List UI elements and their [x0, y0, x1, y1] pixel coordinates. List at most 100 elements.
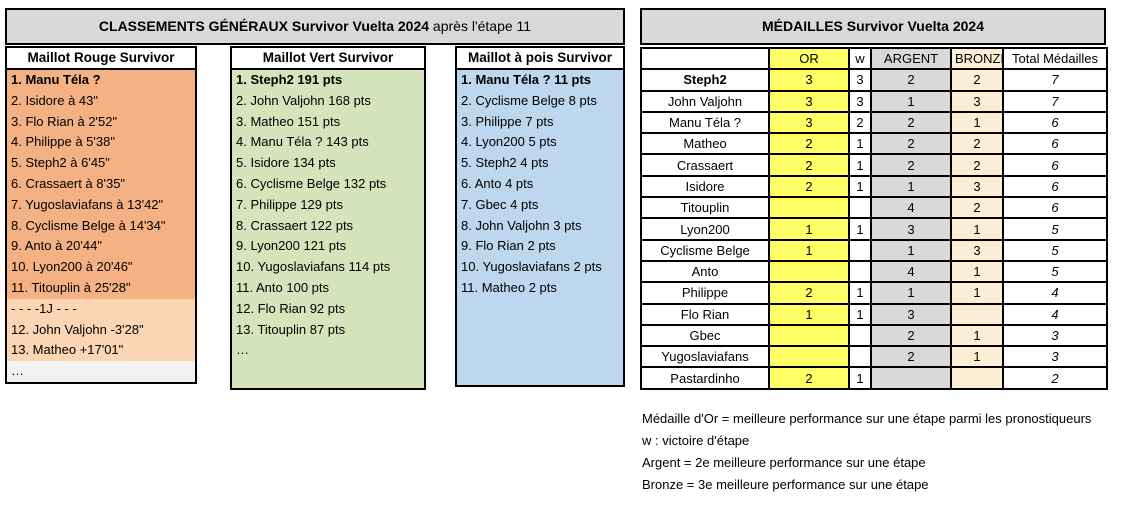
medal-cell-total: 5: [1002, 217, 1108, 241]
medal-cell-w: [848, 238, 872, 262]
ranking-row: 9. Flo Rian 2 pts: [461, 238, 556, 254]
medal-row: Crassaert 2 1 2 2 6: [640, 153, 1108, 177]
medal-cell-bronze: 2: [950, 153, 1004, 177]
medals-tbody: Steph2 3 3 2 2 7 John Valjohn 3 3 1 3 7 Manu Téla ? 3…: [640, 68, 1108, 390]
maillot-vert-body: 1. Steph2 191 pts 2. John Valjohn 168 pts…: [232, 70, 424, 388]
ranking-row: 7. Gbec 4 pts: [461, 196, 539, 212]
medal-cell-bronze: 1: [950, 281, 1004, 305]
medal-cell-w: 1: [848, 153, 872, 177]
ranking-row: 12. Flo Rian 92 pts: [236, 300, 346, 316]
medal-cell-total: 3: [1002, 323, 1108, 348]
medal-cell-total: 7: [1002, 68, 1108, 92]
medal-cell-w: [848, 323, 872, 348]
ranking-row: 1. Manu Téla ?: [11, 72, 101, 87]
medal-cell-name: Pastardinho: [640, 366, 770, 390]
ranking-row: 10. Yugoslaviafans 114 pts: [236, 259, 391, 275]
ranking-row: 2. Isidore à 43": [11, 92, 99, 108]
ranking-row: - - - -1J - - -: [7, 298, 195, 320]
medal-cell-total: 6: [1002, 196, 1108, 220]
medal-row: Gbec 2 1 3: [640, 323, 1108, 348]
medal-cell-total: 4: [1002, 302, 1108, 326]
medals-section: MÉDAILLES Survivor Vuelta 2024 OR w ARGE…: [640, 8, 1108, 390]
medal-cell-total: 7: [1002, 89, 1108, 113]
medal-cell-total: 6: [1002, 153, 1108, 177]
medal-cell-or: 2: [768, 174, 850, 199]
medal-cell-name: Crassaert: [640, 153, 770, 177]
medal-cell-or: 1: [768, 217, 850, 241]
medal-cell-bronze: 1: [950, 110, 1004, 135]
medals-col-argent: ARGENT: [870, 46, 952, 71]
medal-cell-w: 2: [848, 110, 872, 135]
medal-cell-argent: 1: [870, 238, 952, 262]
medal-cell-name: Titouplin: [640, 196, 770, 220]
medal-cell-name: Gbec: [640, 323, 770, 348]
ranking-row: 10. Lyon200 à 20'46": [11, 259, 133, 275]
medal-row: Manu Téla ? 3 2 2 1 6: [640, 110, 1108, 135]
ranking-row: 13. Matheo +17'01": [7, 340, 195, 362]
medal-cell-w: 1: [848, 132, 872, 156]
medal-cell-or: [768, 196, 850, 220]
medal-cell-or: 3: [768, 89, 850, 113]
ranking-row: 1. Manu Téla ? 11 pts: [461, 72, 592, 87]
ranking-row: 10. Yugoslaviafans 2 pts: [461, 259, 602, 275]
medal-cell-argent: 1: [870, 174, 952, 199]
ranking-row: 11. Anto 100 pts: [236, 279, 329, 295]
ranking-row: 11. Matheo 2 pts: [461, 279, 557, 295]
medals-col-bronze: BRONZE: [950, 46, 1004, 71]
medal-cell-w: [848, 196, 872, 220]
medal-cell-argent: 4: [870, 196, 952, 220]
ranking-row: …: [7, 361, 195, 382]
legend-line-argent: Argent = 2e meilleure performance sur un…: [642, 455, 926, 470]
medal-cell-bronze: 2: [950, 196, 1004, 220]
ranking-row: 2. Cyclisme Belge 8 pts: [461, 92, 597, 108]
ranking-row: 3. Philippe 7 pts: [461, 113, 554, 129]
maillot-pois-body: 1. Manu Téla ? 11 pts 2. Cyclisme Belge 8…: [457, 70, 623, 385]
medal-row: Cyclisme Belge 1 1 3 5: [640, 238, 1108, 262]
medal-cell-total: 3: [1002, 345, 1108, 369]
medal-cell-total: 6: [1002, 132, 1108, 156]
medals-header-row: OR w ARGENT BRONZE Total Médailles: [640, 46, 1108, 71]
medal-cell-or: 2: [768, 153, 850, 177]
maillot-vert-header: Maillot Vert Survivor: [232, 48, 424, 70]
medal-cell-name: Anto: [640, 259, 770, 284]
medal-cell-total: 5: [1002, 259, 1108, 284]
medal-cell-or: 2: [768, 281, 850, 305]
legend: Médaille d'Or = meilleure performance su…: [642, 408, 1091, 496]
medal-cell-bronze: 1: [950, 217, 1004, 241]
medal-cell-name: Isidore: [640, 174, 770, 199]
ranking-row: 5. Steph2 à 6'45": [11, 155, 110, 171]
medal-cell-bronze: 3: [950, 174, 1004, 199]
medal-cell-argent: 2: [870, 323, 952, 348]
medal-cell-or: [768, 345, 850, 369]
ranking-row: 8. John Valjohn 3 pts: [461, 217, 582, 233]
medal-cell-or: 3: [768, 110, 850, 135]
medal-cell-bronze: 1: [950, 345, 1004, 369]
medal-cell-w: 1: [848, 302, 872, 326]
ranking-row: 5. Steph2 4 pts: [461, 155, 549, 171]
maillot-pois-table: Maillot à pois Survivor 1. Manu Téla ? 1…: [455, 46, 625, 387]
maillot-vert-table: Maillot Vert Survivor 1. Steph2 191 pts 2…: [230, 46, 426, 390]
ranking-row: 2. John Valjohn 168 pts: [236, 92, 371, 108]
ranking-row: 5. Isidore 134 pts: [236, 155, 336, 171]
medal-cell-or: 3: [768, 68, 850, 92]
medal-cell-argent: 4: [870, 259, 952, 284]
maillot-rouge-header: Maillot Rouge Survivor: [7, 48, 195, 70]
medal-cell-bronze: 1: [950, 323, 1004, 348]
medal-row: Matheo 2 1 2 2 6: [640, 132, 1108, 156]
medal-cell-w: 3: [848, 68, 872, 92]
medal-cell-w: 1: [848, 217, 872, 241]
medal-cell-or: 2: [768, 366, 850, 390]
medal-cell-bronze: 3: [950, 238, 1004, 262]
medals-col-name: [640, 46, 770, 71]
medal-cell-total: 6: [1002, 110, 1108, 135]
medal-cell-bronze: [950, 302, 1004, 326]
medal-cell-argent: 3: [870, 217, 952, 241]
ranking-row: 13. Titouplin 87 pts: [236, 321, 346, 337]
legend-line-bronze: Bronze = 3e meilleure performance sur un…: [642, 477, 929, 492]
medal-cell-total: 4: [1002, 281, 1108, 305]
medal-cell-bronze: [950, 366, 1004, 390]
medal-cell-name: Steph2: [640, 68, 770, 92]
medal-row: Lyon200 1 1 3 1 5: [640, 217, 1108, 241]
medal-cell-argent: 1: [870, 281, 952, 305]
ranking-row: 8. Cyclisme Belge à 14'34": [11, 217, 166, 233]
